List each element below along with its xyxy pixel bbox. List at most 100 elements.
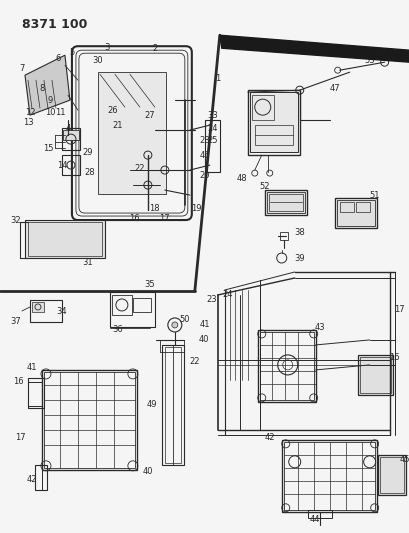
Text: 39: 39 (294, 254, 304, 263)
Bar (334, 198, 376, 228)
Bar (133, 298, 151, 312)
Bar (355, 202, 369, 212)
Text: 40: 40 (198, 335, 209, 344)
Text: 47: 47 (328, 84, 339, 93)
Text: 18: 18 (149, 204, 160, 213)
Text: 2: 2 (152, 44, 157, 53)
Text: 8: 8 (39, 84, 45, 93)
Text: 24: 24 (222, 290, 232, 300)
Bar (42, 370, 137, 470)
Text: 45: 45 (398, 455, 409, 464)
Bar (336, 200, 374, 226)
Text: 37: 37 (11, 318, 21, 326)
Bar (28, 222, 102, 256)
Text: 6: 6 (55, 54, 61, 63)
Bar (98, 72, 166, 194)
Text: 26: 26 (107, 106, 118, 115)
Bar (377, 455, 405, 495)
Bar (28, 378, 44, 408)
Bar (283, 442, 374, 510)
Text: 11: 11 (54, 108, 65, 117)
Text: 13: 13 (22, 118, 33, 127)
Bar (281, 440, 376, 512)
Bar (379, 457, 402, 493)
Bar (35, 465, 47, 490)
Text: 17: 17 (159, 214, 170, 223)
Bar (62, 128, 80, 150)
Polygon shape (219, 35, 409, 62)
Bar (110, 292, 155, 327)
Bar (357, 355, 392, 395)
Text: 41: 41 (27, 364, 37, 373)
Text: 21: 21 (112, 120, 123, 130)
Text: 50: 50 (179, 316, 190, 325)
Bar (30, 300, 62, 322)
Text: 22: 22 (189, 358, 200, 366)
Text: 41: 41 (199, 320, 209, 329)
Text: 4: 4 (65, 124, 70, 133)
Text: 3: 3 (104, 43, 109, 52)
Text: 42: 42 (264, 433, 274, 442)
Text: 48: 48 (236, 174, 247, 183)
Text: 29: 29 (83, 148, 93, 157)
Text: 23: 23 (199, 135, 209, 144)
Text: 27: 27 (144, 111, 155, 119)
Bar (259, 332, 313, 400)
Text: 46: 46 (199, 151, 209, 159)
Text: 9: 9 (47, 95, 52, 104)
Text: 14: 14 (56, 160, 67, 169)
Bar (339, 202, 353, 212)
Bar (257, 330, 315, 402)
Text: 12: 12 (25, 108, 35, 117)
Text: 40: 40 (142, 467, 153, 477)
Bar (25, 220, 105, 258)
Bar (279, 232, 287, 240)
Text: 15: 15 (43, 143, 53, 152)
Text: 5: 5 (69, 47, 74, 56)
Text: 16: 16 (389, 353, 399, 362)
Bar (251, 95, 273, 120)
Bar (63, 130, 79, 140)
Text: 17: 17 (15, 433, 25, 442)
Text: 38: 38 (294, 228, 304, 237)
Text: 43: 43 (314, 324, 324, 333)
Text: 1: 1 (215, 74, 220, 83)
Text: 49: 49 (146, 400, 157, 409)
Bar (32, 302, 44, 312)
Bar (266, 192, 304, 213)
Bar (112, 295, 132, 315)
Text: 7: 7 (19, 63, 25, 72)
Text: 20: 20 (199, 171, 209, 180)
Bar (359, 357, 390, 393)
Text: 42: 42 (27, 475, 37, 484)
Text: 24: 24 (207, 124, 218, 133)
Text: 30: 30 (92, 55, 103, 64)
Text: 36: 36 (112, 326, 123, 334)
Bar (162, 345, 183, 465)
Text: 32: 32 (11, 215, 21, 224)
Text: 8371 100: 8371 100 (22, 18, 87, 31)
Bar (204, 120, 219, 172)
Bar (62, 155, 80, 175)
Text: 28: 28 (84, 167, 95, 176)
Text: 52: 52 (259, 182, 270, 191)
Bar (249, 92, 297, 152)
Bar (268, 194, 302, 211)
Text: 23: 23 (206, 295, 217, 304)
Bar (307, 510, 331, 518)
Text: 34: 34 (56, 308, 67, 317)
Text: 51: 51 (369, 191, 379, 199)
Text: 33: 33 (207, 111, 218, 119)
Text: 16: 16 (13, 377, 23, 386)
Bar (164, 347, 180, 463)
Bar (247, 90, 299, 155)
Polygon shape (25, 55, 70, 115)
Text: 31: 31 (82, 257, 93, 266)
Bar (254, 125, 292, 145)
Text: 17: 17 (393, 305, 404, 314)
Text: 53: 53 (364, 55, 374, 64)
Text: 25: 25 (207, 135, 218, 144)
Bar (264, 190, 306, 215)
Text: 44: 44 (309, 515, 319, 524)
Text: 16: 16 (129, 214, 140, 223)
